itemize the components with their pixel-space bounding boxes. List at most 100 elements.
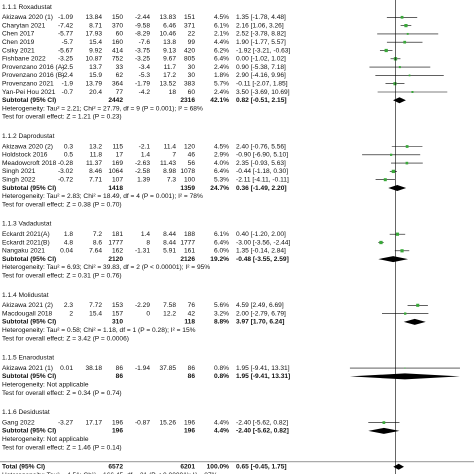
heterogeneity: Heterogeneity: Not applicable — [2, 436, 89, 443]
subtotal-weight-label: 4.4% — [214, 428, 229, 435]
weight-square — [400, 15, 404, 19]
study-e-mean: 0.3 — [64, 143, 73, 150]
study-name: Singh 2022 — [2, 176, 36, 183]
weight-square — [404, 312, 407, 315]
study-c-n: 76 — [188, 302, 196, 309]
study-e-n: 162 — [112, 248, 123, 255]
subtotal-md-label: 3.97 [1.70, 6.24] — [236, 319, 284, 326]
study-weight-label: 2.4% — [214, 64, 229, 71]
diamond — [378, 256, 409, 263]
study-name: Eckardt 2021(B) — [2, 239, 50, 246]
study-e-sd: 13.7 — [89, 64, 102, 71]
study-c-mean: -2.29 — [135, 302, 150, 309]
weight-square — [398, 66, 401, 69]
group-title: 1.1.4 Molidustat — [2, 292, 49, 299]
study-md-label: 3.50 [-3.69, 10.69] — [236, 89, 290, 96]
weight-square — [382, 421, 386, 424]
study-md-label: 1.35 [-0.14, 2.84] — [236, 248, 286, 255]
study-e-sd: 7.71 — [89, 176, 102, 183]
study-md-label: -0.11 [-2.07, 1.85] — [236, 80, 288, 87]
study-c-sd: 8.98 — [163, 168, 176, 175]
subtotal-e-n: 1418 — [108, 185, 123, 192]
study-weight-label: 4.5% — [214, 143, 229, 150]
study-e-n: 1777 — [108, 239, 123, 246]
study-md-label: 2.90 [-4.16, 9.96] — [236, 72, 286, 79]
study-e-n: 157 — [112, 310, 123, 317]
study-e-sd: 13.79 — [85, 80, 102, 87]
subtotal-md-label: -2.40 [-5.62, 0.82] — [236, 428, 289, 435]
study-c-sd: 13.52 — [159, 80, 176, 87]
study-e-n: 181 — [112, 231, 123, 238]
study-name: Nangaku 2021 — [2, 248, 45, 255]
study-e-mean: 0.01 — [60, 365, 73, 372]
group-title: 1.1.5 Enarodustat — [2, 355, 54, 362]
study-e-sd: 15.4 — [89, 39, 102, 46]
study-c-n: 371 — [184, 22, 195, 29]
study-c-sd: 17.2 — [163, 72, 176, 79]
study-e-mean: -3.25 — [58, 56, 73, 63]
study-e-n: 60 — [116, 31, 124, 38]
weight-square — [391, 169, 396, 174]
study-md-label: -2.40 [-5.62, 0.82] — [236, 419, 288, 426]
total-weight-label: 100.0% — [207, 464, 230, 471]
study-e-sd: 15.9 — [89, 72, 102, 79]
study-weight-label: 6.4% — [214, 56, 229, 63]
study-e-sd: 15.4 — [89, 310, 102, 317]
study-name: Akizawa 2021 (2) — [2, 302, 53, 309]
study-md-label: -3.00 [-3.56, -2.44] — [236, 239, 290, 246]
subtotal-e-n: 2442 — [108, 97, 123, 104]
study-c-mean: -4.2 — [139, 89, 151, 96]
study-c-n: 46 — [188, 152, 196, 159]
study-weight-label: 6.1% — [214, 231, 229, 238]
study-e-sd: 17.93 — [85, 31, 102, 38]
study-c-sd: 9.13 — [163, 47, 176, 54]
study-c-sd: 13.8 — [163, 39, 176, 46]
study-weight-label: 2.1% — [214, 31, 229, 38]
study-name: Macdougall 2018 — [2, 310, 53, 317]
subtotal-e-n: 196 — [112, 428, 123, 435]
study-e-mean: 2 — [69, 310, 73, 317]
overall-effect: Test for overall effect: Z = 1.46 (P = 0… — [2, 444, 122, 451]
subtotal-c-n: 2316 — [180, 97, 195, 104]
weight-square — [405, 145, 409, 148]
subtotal-label: Subtotal (95% CI) — [2, 256, 56, 263]
subtotal-weight-label: 42.1% — [210, 97, 229, 104]
study-c-n: 1078 — [180, 168, 195, 175]
study-c-mean: -2.63 — [135, 160, 150, 167]
study-e-sd: 20.4 — [89, 89, 102, 96]
study-c-mean: -3.25 — [135, 56, 150, 63]
study-c-sd: 8.44 — [163, 231, 176, 238]
heterogeneity: Heterogeneity: Tau² = 2.83; Chi² = 18.49… — [2, 193, 203, 200]
study-e-sd: 8.46 — [89, 168, 102, 175]
study-e-sd: 11.37 — [86, 160, 102, 167]
study-e-sd: 7.2 — [93, 231, 102, 238]
group-title: 1.1.1 Roxadustat — [2, 4, 52, 11]
subtotal-e-n: 2120 — [108, 256, 123, 263]
study-c-sd: 15.26 — [159, 419, 176, 426]
study-e-n: 414 — [112, 47, 123, 54]
study-c-sd: 11.7 — [164, 64, 177, 71]
subtotal-e-n: 310 — [112, 319, 123, 326]
study-md-label: 2.00 [-2.79, 6.79] — [236, 310, 286, 317]
study-c-sd: 13.83 — [159, 14, 176, 21]
study-name: Csiky 2021 — [2, 47, 35, 54]
study-e-sd: 7.64 — [89, 248, 102, 255]
subtotal-c-n: 1359 — [180, 185, 195, 192]
study-c-mean: 1.4 — [141, 152, 150, 159]
overall-effect: Test for overall effect: Z = 1.21 (P = 0… — [2, 114, 122, 121]
study-e-mean: -0.7 — [62, 89, 74, 96]
study-c-n: 22 — [188, 31, 196, 38]
weight-square — [390, 153, 393, 156]
study-e-sd: 11.8 — [90, 152, 103, 159]
weight-square — [411, 90, 414, 94]
study-e-n: 62 — [116, 72, 124, 79]
subtotal-md-label: 0.82 [-0.51, 2.15] — [236, 97, 287, 104]
subtotal-c-n: 118 — [184, 319, 195, 326]
study-name: Akizawa 2020 (2) — [2, 143, 53, 150]
overall-effect: Test for overall effect: Z = 0.34 (P = 0… — [2, 390, 122, 397]
study-weight-label: 5.6% — [214, 302, 229, 309]
study-md-label: 4.59 [2.49, 6.69] — [236, 302, 284, 309]
study-md-label: -0.90 [-6.90, 5.10] — [236, 152, 288, 159]
